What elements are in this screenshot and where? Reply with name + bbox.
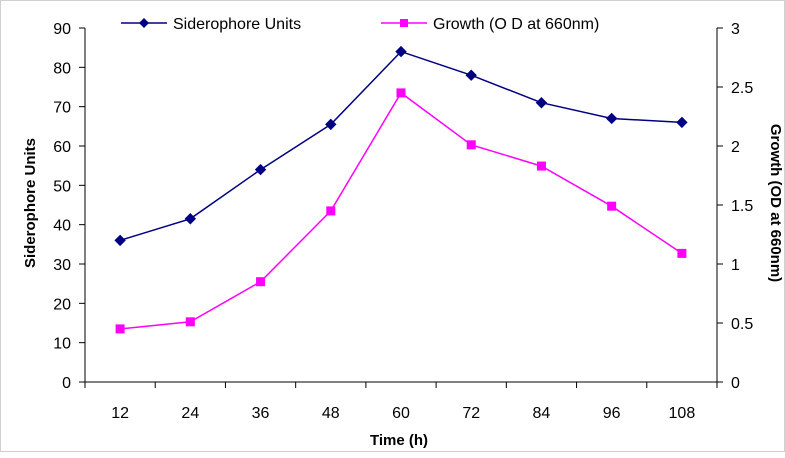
x-tick-label: 60 xyxy=(392,405,410,422)
y2-tick-label: 2.5 xyxy=(731,80,753,97)
data-point-square xyxy=(256,277,266,287)
ticks-layer: 0 10 20 30 40 50 60 70 80 90 0 0.5 1 1.5 2 2.5 3 12 24 36 48… xyxy=(53,21,753,422)
x-tick-label: 36 xyxy=(252,405,270,422)
legend-item-1: Siderophore Units xyxy=(121,16,301,33)
legend-item-2: Growth (O D at 660nm) xyxy=(381,16,599,33)
data-point-diamond xyxy=(184,213,197,225)
data-point-diamond xyxy=(254,163,267,176)
series-line xyxy=(120,91,683,330)
data-point-diamond xyxy=(535,97,548,109)
series-line xyxy=(119,50,682,242)
data-point-square xyxy=(536,161,546,171)
y-tick-label: 80 xyxy=(53,60,71,77)
y-tick-label: 90 xyxy=(53,21,71,38)
x-tick-label: 108 xyxy=(669,405,696,422)
legend-label: Siderophore Units xyxy=(173,16,301,33)
y2-tick-label: 3 xyxy=(731,21,740,38)
x-tick-label: 24 xyxy=(181,405,199,422)
x-tick-label: 96 xyxy=(603,405,621,422)
y-tick-label: 30 xyxy=(53,257,71,274)
x-tick-label: 84 xyxy=(533,405,551,422)
series-layer xyxy=(114,45,688,334)
y-tick-label: 10 xyxy=(53,336,71,353)
legend-marker-square xyxy=(400,19,408,27)
data-point-diamond xyxy=(605,112,618,125)
data-point-square xyxy=(326,206,336,216)
data-point-square xyxy=(677,248,687,258)
y2-tick-label: 0.5 xyxy=(731,316,753,333)
y-tick-label: 0 xyxy=(62,375,71,392)
data-point-square xyxy=(185,317,195,327)
series-1 xyxy=(114,45,688,247)
y-tick-label: 60 xyxy=(53,139,71,156)
data-point-diamond xyxy=(395,45,407,58)
data-point-square xyxy=(396,88,406,98)
y2-tick-label: 2 xyxy=(731,139,740,156)
data-point-diamond xyxy=(114,234,126,247)
data-point-square xyxy=(115,324,125,334)
data-point-diamond xyxy=(676,116,688,129)
y-axis-title: Siderophore Units xyxy=(22,138,39,268)
y-tick-label: 40 xyxy=(53,218,71,235)
legend-marker-diamond xyxy=(139,18,149,28)
data-point-diamond xyxy=(325,118,337,131)
y2-tick-label: 0 xyxy=(731,375,740,392)
data-point-diamond xyxy=(465,69,477,81)
x-tick-label: 72 xyxy=(462,405,480,422)
x-tick-label: 48 xyxy=(322,405,340,422)
y-tick-label: 20 xyxy=(53,296,71,313)
axes-layer xyxy=(84,28,718,383)
y-tick-label: 70 xyxy=(53,100,71,117)
y2-tick-label: 1.5 xyxy=(731,198,753,215)
legend-label: Growth (O D at 660nm) xyxy=(433,16,599,33)
legend: Siderophore Units Growth (O D at 660nm) xyxy=(121,16,599,33)
x-axis-title: Time (h) xyxy=(370,432,428,449)
x-tick-label: 12 xyxy=(111,405,129,422)
y2-axis-title: Growth (OD at 660nm) xyxy=(767,124,784,282)
y-tick-label: 50 xyxy=(53,178,71,195)
series-2 xyxy=(115,88,687,334)
data-point-square xyxy=(466,140,476,150)
y2-tick-label: 1 xyxy=(731,257,740,274)
data-point-square xyxy=(607,201,617,211)
